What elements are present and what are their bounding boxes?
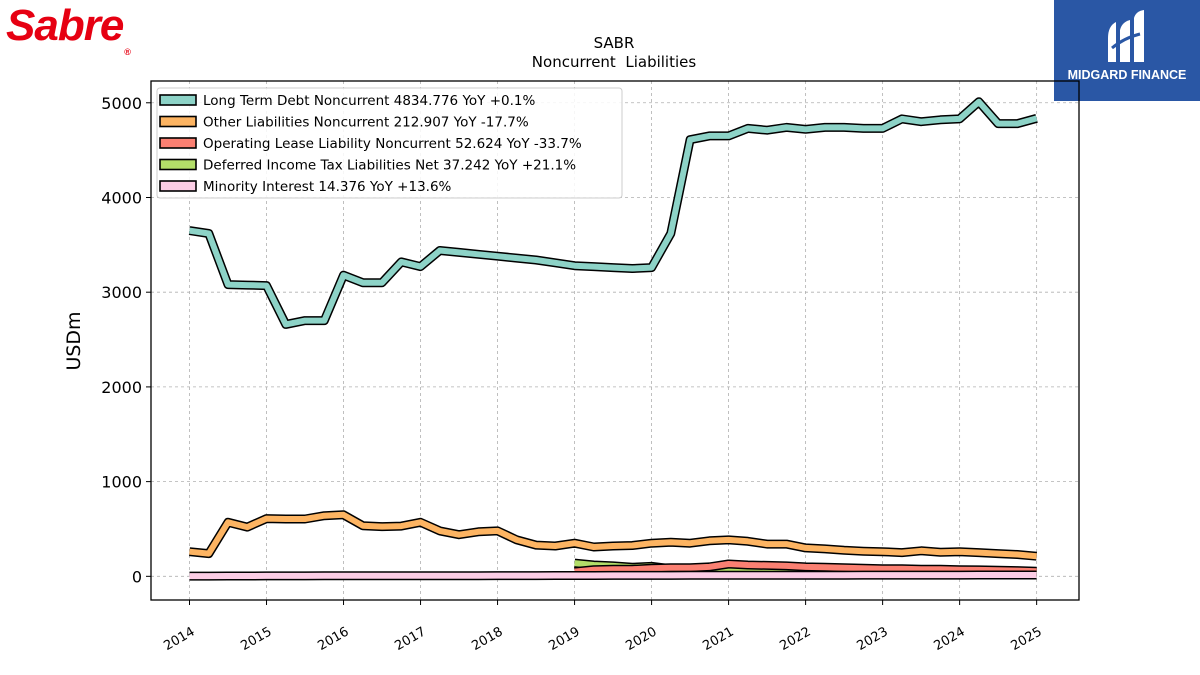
mf-monogram-icon [1108, 10, 1144, 62]
x-tick-label: 2024 [931, 624, 967, 654]
legend-swatch-other-liabilities-noncurrent [159, 115, 197, 128]
series-line-operating-lease-liability-noncurrent [574, 561, 1037, 575]
y-axis-label: USDm [63, 311, 85, 370]
x-tick-label: 2023 [854, 624, 890, 654]
publisher-name: MIDGARD FINANCE [1067, 68, 1187, 82]
x-tick-label: 2017 [392, 624, 428, 654]
legend-label-long-term-debt-noncurrent: Long Term Debt Noncurrent 4834.776 YoY +… [203, 93, 535, 109]
x-tick-label: 2025 [1008, 624, 1044, 654]
series-lines [188, 97, 1038, 581]
legend-label-minority-interest: Minority Interest 14.376 YoY +13.6% [203, 179, 452, 195]
legend: Long Term Debt Noncurrent 4834.776 YoY +… [156, 87, 623, 199]
chart-subtitle: Noncurrent Liabilities [532, 53, 697, 71]
legend-swatch-deferred-income-tax-liabilities-net [159, 158, 197, 171]
series-line-other-liabilities-noncurrent [189, 511, 1037, 560]
x-tick-label: 2022 [777, 624, 813, 654]
sabre-logo: Sabre® [6, 1, 131, 58]
y-tick-label: 3000 [101, 283, 142, 302]
series-line-long-term-debt-noncurrent [189, 98, 1038, 328]
legend-swatch-long-term-debt-noncurrent [159, 94, 197, 106]
legend-label-operating-lease-liability-noncurrent: Operating Lease Liability Noncurrent 52.… [203, 136, 582, 152]
registered-mark: ® [124, 47, 131, 57]
x-tick-label: 2019 [546, 624, 582, 654]
y-tick-label: 4000 [101, 188, 142, 207]
legend-swatch-operating-lease-liability-noncurrent [159, 137, 197, 149]
y-tick-label: 0 [132, 567, 142, 586]
plot-frame [150, 80, 1080, 601]
y-tick-label: 5000 [101, 94, 142, 113]
x-tick-label: 2014 [161, 624, 197, 654]
series-line-minority-interest [189, 572, 1037, 580]
legend-label-deferred-income-tax-liabilities-net: Deferred Income Tax Liabilities Net 37.2… [203, 158, 576, 174]
x-tick-label: 2015 [238, 624, 274, 654]
brand-logo-text: Sabre [6, 1, 124, 50]
x-axis: 2014 2015 2016 2017 2018 2019 2020 2021 2022 2023… [161, 600, 1045, 654]
legend-swatch-minority-interest [159, 180, 197, 192]
midgard-finance-badge: MIDGARD FINANCE [1054, 0, 1200, 101]
y-tick-label: 2000 [101, 378, 142, 397]
chart-title: SABR [594, 34, 635, 52]
y-tick-label: 1000 [101, 473, 142, 492]
x-tick-label: 2018 [469, 624, 505, 654]
x-tick-label: 2020 [623, 624, 659, 654]
x-tick-label: 2016 [315, 624, 351, 654]
legend-label-other-liabilities-noncurrent: Other Liabilities Noncurrent 212.907 YoY… [203, 115, 529, 131]
y-axis: 0 1000 2000 3000 4000 5000 [101, 94, 151, 586]
legend-box [156, 87, 623, 199]
x-tick-label: 2021 [700, 624, 736, 654]
